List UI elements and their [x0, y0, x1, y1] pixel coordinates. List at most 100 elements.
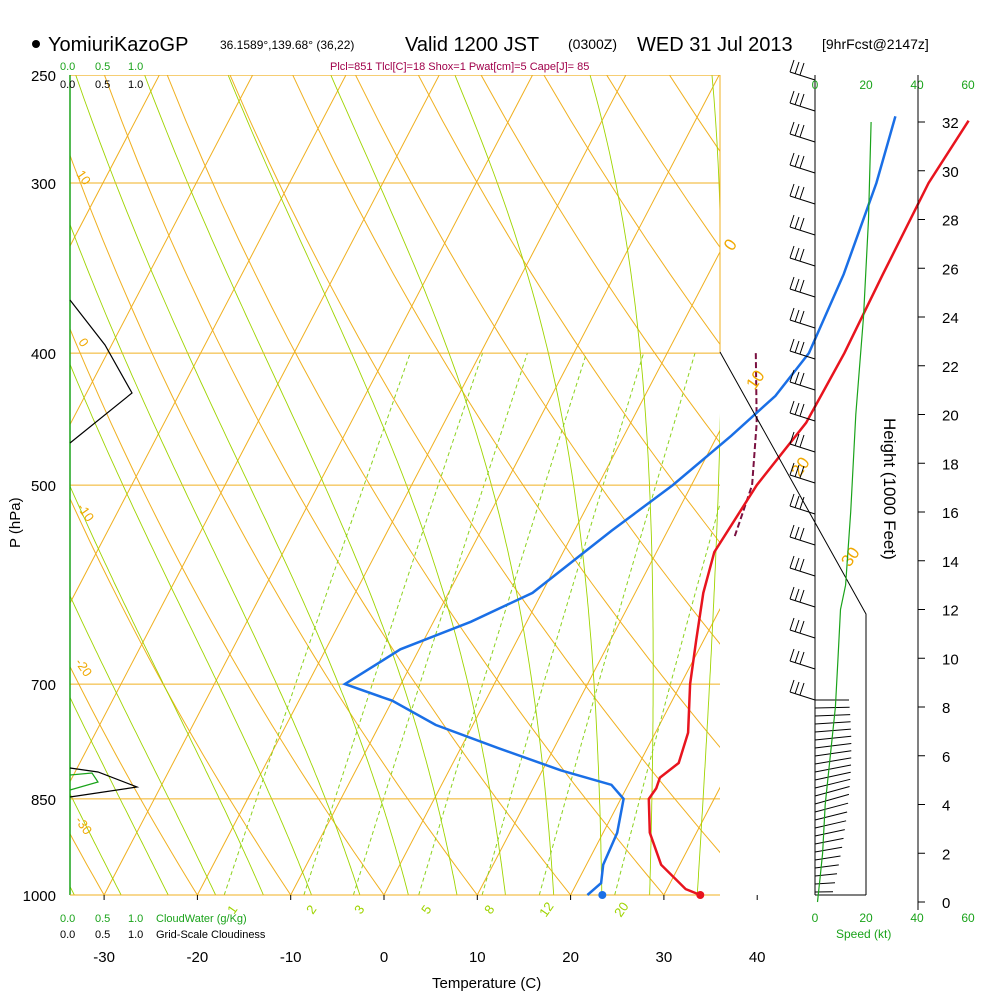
x-tick-label: 30 — [656, 949, 673, 966]
wind-barb — [814, 757, 852, 765]
mixing-ratio-line — [352, 352, 528, 895]
isotherm-line — [383, 250, 720, 895]
wind-barb — [789, 214, 816, 236]
x-tick-label: 40 — [749, 949, 766, 966]
dry-adiabat-line — [355, 75, 720, 645]
x-tick-label: 0 — [380, 949, 388, 966]
wind-barb — [789, 152, 816, 174]
cloud-scale-bottom: 0.0 0.5 1.0 CloudWater (g/Kg) 0.0 0.5 1.… — [60, 913, 266, 941]
dry-adiabat-line — [480, 75, 720, 444]
wind-speed-panel: 0 20 40 60 0 20 40 60 Speed (kt) — [719, 75, 975, 941]
dry-adiabat-line — [70, 153, 478, 895]
wind-barb — [814, 764, 852, 773]
isotherm-label: 10 — [742, 367, 768, 393]
dry-adiabat-line — [70, 665, 198, 895]
wind-barb — [814, 771, 851, 781]
mixing-ratio-label: 2 — [303, 902, 319, 917]
mixing-ratio-label: 20 — [611, 899, 632, 919]
wind-barb — [789, 431, 816, 453]
wind-speed-tick-bottom: 0 — [812, 911, 819, 925]
wind-barb — [814, 721, 851, 725]
mixing-ratio-line — [418, 352, 587, 895]
wind-barb — [789, 555, 816, 577]
moist-adiabat-line — [227, 75, 506, 895]
moist-adiabat-line — [70, 485, 264, 895]
height-tick-label: 16 — [942, 505, 959, 522]
wind-barb — [814, 882, 836, 885]
mixing-ratio-label: 3 — [351, 902, 367, 917]
wind-speed-tick-bottom: 40 — [910, 911, 924, 925]
wind-barb — [814, 846, 843, 853]
wind-speed-tick-bottom: 60 — [961, 911, 975, 925]
isotherm-label: 30 — [837, 544, 863, 570]
wind-barb — [789, 679, 816, 701]
cloudiness-tick-bottom: 1.0 — [128, 929, 143, 941]
dry-adiabat-line — [70, 327, 385, 895]
cloudiness-tick-top: 0.0 — [60, 79, 75, 91]
wind-barb — [814, 802, 849, 813]
dry-adiabat-lines — [70, 75, 1000, 924]
chart-title: YomiuriKazoGP — [48, 34, 188, 56]
x-tick-label: -30 — [93, 949, 115, 966]
x-tick-label: -10 — [280, 949, 302, 966]
wind-barb — [789, 617, 816, 639]
wind-barb — [789, 307, 816, 329]
surface-temperature-marker — [696, 891, 705, 899]
valid-utc: (0300Z) — [568, 36, 617, 52]
isotherm-line — [851, 51, 1000, 895]
dry-adiabat-line — [984, 75, 1000, 924]
wind-barb — [789, 59, 816, 81]
profiles — [342, 115, 970, 899]
wind-speed-tick-top: 40 — [910, 78, 924, 92]
wind-barb — [789, 400, 816, 422]
dewpoint-line — [342, 115, 897, 896]
wind-barb — [789, 493, 816, 515]
valid-time: Valid 1200 JST — [405, 34, 539, 56]
moist-adiabat-line — [742, 51, 811, 924]
cloudwater-tick-top: 0.0 — [60, 61, 75, 73]
isotherm-line — [196, 75, 627, 895]
wind-speed-label: Speed (kt) — [836, 927, 891, 941]
x-axis-ticks: -30 -20 -10 0 10 20 30 40 — [93, 895, 766, 966]
height-tick-label: 24 — [942, 310, 959, 327]
cloudiness-tick-bottom: 0.5 — [95, 929, 110, 941]
wind-barb — [814, 864, 839, 869]
wind-barb — [814, 706, 850, 709]
mixing-ratio-line — [614, 501, 720, 895]
wind-barb — [789, 90, 816, 112]
forecast-info: [9hrFcst@2147z] — [822, 36, 929, 52]
wind-barb — [814, 793, 850, 805]
cloudiness-profile — [69, 299, 140, 798]
dry-adiabat-line — [921, 75, 1000, 924]
moist-adiabat-line — [696, 75, 720, 895]
wind-barb — [814, 714, 851, 717]
wind-speed-scale-top: 0 20 40 60 — [812, 78, 975, 92]
mixing-ratio-line — [303, 352, 484, 895]
dry-adiabat-label: -20 — [72, 655, 95, 679]
mixing-ratio-line — [538, 352, 696, 895]
height-tick-label: 8 — [942, 700, 950, 717]
mixing-ratio-label: 8 — [481, 902, 497, 917]
valid-date: WED 31 Jul 2013 — [637, 34, 793, 56]
cloudwater-label: CloudWater (g/Kg) — [156, 913, 247, 925]
wind-speed-tick-top: 60 — [961, 78, 975, 92]
wind-barb — [814, 829, 845, 837]
cloudiness-label: Grid-Scale Cloudiness — [156, 929, 266, 941]
dry-adiabat-line — [70, 497, 292, 895]
wind-barb — [789, 586, 816, 608]
wind-speed-tick-top: 20 — [859, 78, 873, 92]
isotherm-line — [290, 75, 720, 895]
wind-barb — [814, 855, 841, 861]
wind-barb — [789, 338, 816, 360]
temperature-line — [647, 120, 970, 897]
isotherm-label: 0 — [720, 236, 741, 255]
diagram-background — [70, 51, 1000, 924]
moist-adiabat-line — [144, 75, 458, 895]
dry-adiabat-line — [543, 75, 720, 346]
wind-barb — [814, 873, 838, 877]
mixing-ratio-lines — [223, 352, 720, 895]
isotherm-line — [570, 607, 720, 895]
